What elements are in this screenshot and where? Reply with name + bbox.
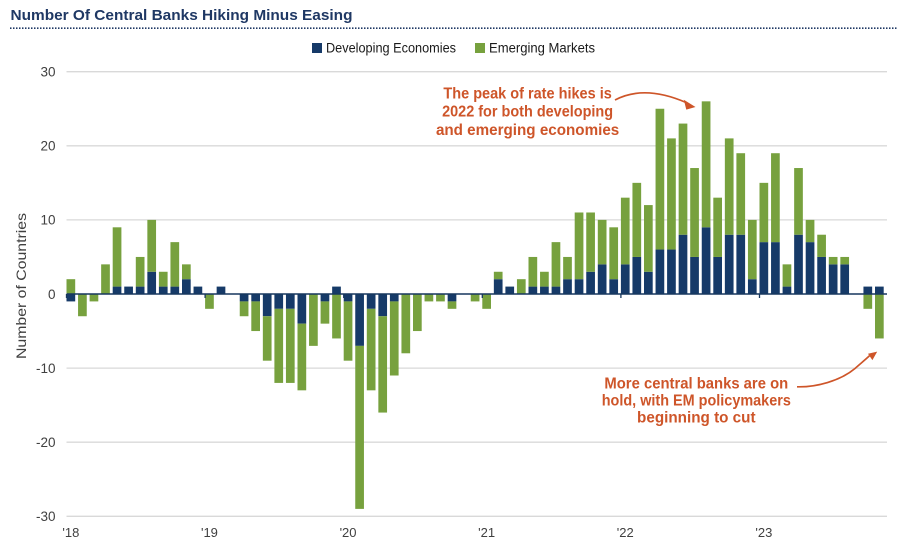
svg-text:20: 20 (40, 139, 55, 154)
svg-text:The peak of rate hikes is: The peak of rate hikes is (443, 85, 611, 102)
svg-text:0: 0 (48, 287, 56, 302)
svg-text:-20: -20 (36, 435, 56, 450)
svg-text:hold, with EM policymakers: hold, with EM policymakers (602, 393, 791, 410)
svg-text:10: 10 (40, 213, 55, 228)
svg-text:'19: '19 (201, 525, 218, 540)
svg-text:'21: '21 (478, 525, 495, 540)
svg-text:30: 30 (40, 65, 55, 80)
svg-text:'23: '23 (755, 525, 772, 540)
svg-text:Developing Economies: Developing Economies (326, 41, 456, 56)
svg-text:Number Of Central Banks Hiking: Number Of Central Banks Hiking Minus Eas… (11, 7, 353, 24)
svg-text:-10: -10 (36, 361, 56, 376)
svg-text:Emerging Markets: Emerging Markets (489, 41, 595, 56)
svg-text:-30: -30 (36, 509, 56, 524)
svg-text:'20: '20 (340, 525, 357, 540)
svg-text:beginning to cut: beginning to cut (637, 410, 756, 427)
svg-text:and emerging economies: and emerging economies (436, 122, 619, 139)
svg-text:'22: '22 (617, 525, 634, 540)
svg-text:2022 for both developing: 2022 for both developing (442, 104, 613, 121)
svg-text:Number of Countries: Number of Countries (13, 213, 29, 359)
svg-text:More central banks are on: More central banks are on (604, 375, 788, 392)
svg-text:'18: '18 (62, 525, 79, 540)
